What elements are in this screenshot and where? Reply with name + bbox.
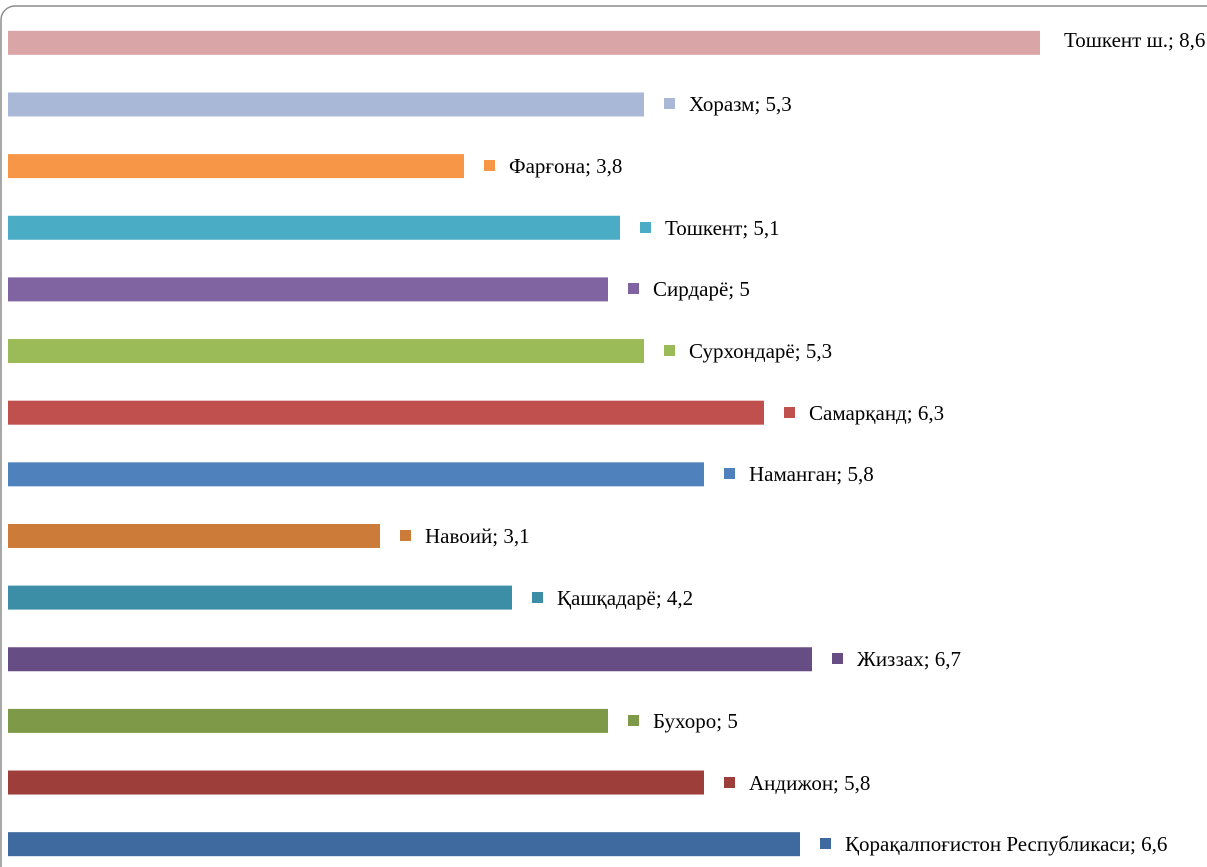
- data-label: Тошкент ш.; 8,6: [1039, 27, 1205, 53]
- data-label: Навоий; 3,1: [400, 523, 530, 549]
- label-key: [820, 838, 831, 850]
- label-key: [724, 776, 735, 788]
- bar: [8, 647, 812, 672]
- label-text: Сурхондарё; 5,3: [689, 339, 833, 364]
- label-text: Бухоро; 5: [653, 708, 738, 733]
- bar: [8, 30, 1040, 55]
- label-text: Тошкент ш.; 8,6: [1064, 27, 1206, 52]
- data-label: Сирдарё; 5: [628, 276, 750, 302]
- data-label: Сурхондарё; 5,3: [664, 338, 832, 364]
- bar: [8, 523, 380, 548]
- label-key: [400, 529, 411, 541]
- data-label: Қорақалпоғистон Республикаси; 6,6: [820, 831, 1167, 857]
- label-key: [664, 345, 675, 357]
- data-label: Жиззах; 6,7: [832, 646, 961, 672]
- data-label: Қашқадарё; 4,2: [532, 585, 693, 611]
- label-text: Хоразм; 5,3: [689, 92, 792, 117]
- label-text: Қашқадарё; 4,2: [557, 585, 694, 610]
- label-key: [640, 221, 651, 233]
- bar: [8, 277, 608, 302]
- data-label: Хоразм; 5,3: [664, 91, 792, 117]
- bar: [8, 770, 704, 795]
- data-label: Наманган; 5,8: [724, 461, 874, 487]
- bar: [8, 400, 764, 425]
- label-key: [532, 591, 543, 603]
- bar: [8, 92, 644, 117]
- label-text: Сирдарё; 5: [653, 277, 750, 302]
- label-text: Самарқанд; 6,3: [809, 400, 945, 425]
- label-key: [628, 283, 639, 295]
- label-key: [484, 160, 495, 172]
- label-text: Фарғона; 3,8: [509, 154, 623, 179]
- bar: [8, 462, 704, 487]
- bar: [8, 339, 644, 364]
- label-key: [628, 714, 639, 726]
- bar: [8, 708, 608, 733]
- label-key: [664, 98, 675, 110]
- bar: [8, 832, 800, 857]
- frame: [0, 5, 1207, 867]
- label-text: Наманган; 5,8: [749, 462, 874, 487]
- label-text: Андижон; 5,8: [749, 770, 871, 795]
- data-label: Бухоро; 5: [628, 708, 738, 734]
- label-key: [784, 406, 795, 418]
- label-text: Жиззах; 6,7: [857, 647, 962, 672]
- bar: [8, 215, 620, 240]
- bar: [8, 585, 512, 610]
- label-text: Қорақалпоғистон Республикаси; 6,6: [845, 832, 1168, 857]
- label-text: Навоий; 3,1: [425, 523, 530, 548]
- bar: [8, 154, 464, 179]
- label-key: [832, 653, 843, 665]
- data-label: Самарқанд; 6,3: [784, 400, 944, 426]
- data-label: Фарғона; 3,8: [484, 153, 622, 179]
- label-key: [724, 468, 735, 480]
- data-label: Андижон; 5,8: [724, 770, 870, 796]
- label-text: Тошкент; 5,1: [665, 215, 780, 240]
- data-label: Тошкент; 5,1: [640, 215, 780, 241]
